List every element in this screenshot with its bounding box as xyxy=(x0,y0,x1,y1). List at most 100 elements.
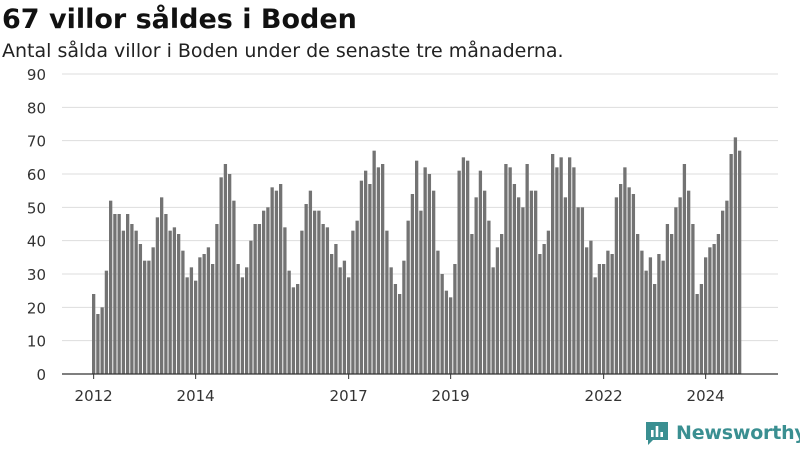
bar xyxy=(117,214,121,374)
bar xyxy=(623,167,627,374)
bar xyxy=(410,194,415,374)
bar xyxy=(487,220,491,374)
bar xyxy=(538,254,542,374)
bar xyxy=(262,210,266,374)
bar xyxy=(461,157,466,374)
bar xyxy=(644,270,648,374)
bar xyxy=(364,170,368,374)
bar xyxy=(521,207,525,374)
bar xyxy=(164,214,168,374)
bar xyxy=(648,257,653,374)
bar xyxy=(593,277,597,374)
bar xyxy=(517,197,521,374)
chart-subtitle: Antal sålda villor i Boden under de sena… xyxy=(2,40,564,62)
bar xyxy=(240,277,245,374)
bar xyxy=(559,157,563,374)
y-tick-label: 10 xyxy=(27,333,46,351)
bar xyxy=(104,270,109,374)
bar xyxy=(300,230,304,374)
y-tick-label: 40 xyxy=(27,233,46,251)
bar xyxy=(109,200,113,374)
bar xyxy=(699,284,704,374)
bar xyxy=(534,190,538,374)
bar xyxy=(325,227,330,374)
bar xyxy=(640,250,644,374)
bar xyxy=(351,230,355,374)
bar xyxy=(725,200,729,374)
bar xyxy=(138,244,143,374)
x-tick-label: 2012 xyxy=(75,387,113,405)
bar xyxy=(160,197,164,374)
bar xyxy=(602,264,606,374)
bar xyxy=(580,207,585,374)
bar xyxy=(440,274,444,374)
bar xyxy=(708,247,712,374)
bar xyxy=(733,137,738,374)
bar xyxy=(334,244,338,374)
bar xyxy=(317,210,321,374)
y-tick-label: 0 xyxy=(36,366,46,384)
bar xyxy=(147,260,151,374)
bar xyxy=(568,157,572,374)
bar xyxy=(661,260,665,374)
x-tick-label: 2024 xyxy=(687,387,725,405)
bar xyxy=(551,154,555,374)
bar xyxy=(177,234,181,374)
bar xyxy=(381,164,385,374)
bar xyxy=(636,234,640,374)
bar xyxy=(627,187,631,374)
bar xyxy=(308,190,313,374)
bar xyxy=(219,177,223,374)
bar xyxy=(665,224,670,374)
data-label: 67 xyxy=(734,0,756,5)
y-tick-label: 50 xyxy=(27,199,46,217)
bar xyxy=(321,224,325,374)
bar xyxy=(470,234,474,374)
bar xyxy=(657,254,661,374)
bar xyxy=(92,294,96,374)
bar xyxy=(406,220,410,374)
x-tick-label: 2022 xyxy=(585,387,623,405)
bar xyxy=(291,287,296,374)
bar xyxy=(151,247,155,374)
bar xyxy=(113,214,117,374)
bar xyxy=(245,267,249,374)
bar xyxy=(423,167,427,374)
bar xyxy=(563,197,568,374)
bar xyxy=(198,257,202,374)
bar xyxy=(546,230,551,374)
bar xyxy=(704,257,708,374)
y-tick-label: 70 xyxy=(27,133,46,151)
y-tick-label: 30 xyxy=(27,266,46,284)
bar xyxy=(194,280,198,374)
bar xyxy=(427,174,432,374)
bar xyxy=(474,197,478,374)
bar xyxy=(402,260,406,374)
x-tick-label: 2014 xyxy=(177,387,215,405)
bar xyxy=(304,204,308,374)
bar xyxy=(253,224,257,374)
bar xyxy=(338,267,342,374)
bar xyxy=(96,314,100,374)
bar xyxy=(134,230,138,374)
bar xyxy=(432,190,436,374)
chart-title: 67 villor såldes i Boden xyxy=(2,4,357,35)
bar xyxy=(721,210,725,374)
bar xyxy=(398,294,402,374)
y-tick-label: 90 xyxy=(27,66,46,84)
bar xyxy=(202,254,206,374)
bar xyxy=(716,234,721,374)
bar xyxy=(347,277,351,374)
bar xyxy=(181,250,185,374)
bar xyxy=(389,267,393,374)
bar xyxy=(185,277,189,374)
bar xyxy=(695,294,699,374)
bar xyxy=(478,170,483,374)
bar xyxy=(542,244,546,374)
bar xyxy=(228,174,232,374)
bar xyxy=(223,164,228,374)
bar xyxy=(236,264,240,374)
bar xyxy=(372,150,376,374)
bar xyxy=(504,164,508,374)
x-tick-label: 2017 xyxy=(330,387,368,405)
